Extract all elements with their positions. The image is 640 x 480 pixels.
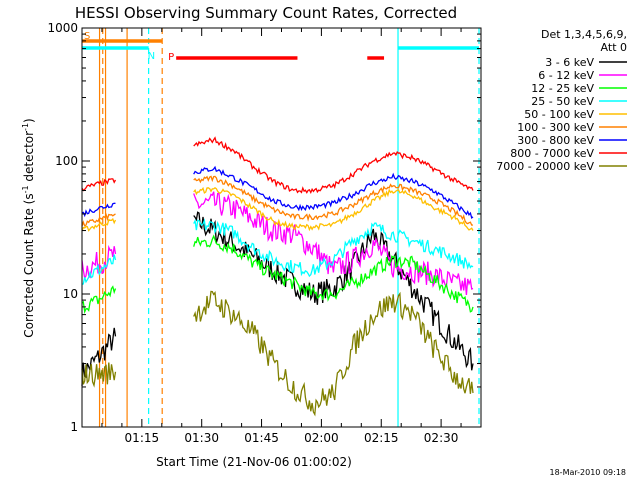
legend-label-2: 6 - 12 keV [538, 69, 594, 82]
series-6-line-1 [81, 213, 116, 227]
legend-header-line2: Att 0 [601, 41, 627, 54]
flag-label-p: P [168, 52, 174, 63]
x-tick-label-1: 01:15 [125, 431, 160, 445]
series-4-line-2 [193, 218, 474, 278]
series-1-line-1 [81, 327, 117, 387]
legend-label-3: 12 - 25 keV [531, 82, 594, 95]
series-4-line-1 [81, 254, 117, 285]
y-tick-label-4: 1000 [47, 21, 78, 35]
series-5-line-1 [81, 217, 117, 232]
plot-area: S N P [81, 28, 480, 427]
series-7-line-1 [81, 202, 116, 218]
x-tick-label-6: 02:30 [424, 431, 459, 445]
series-2-line-2 [193, 191, 474, 295]
x-tick-label-3: 01:45 [244, 431, 279, 445]
legend-label-9: 7000 - 20000 keV [496, 160, 594, 173]
flag-label-n: N [148, 51, 155, 62]
x-tick-label-2: 01:30 [184, 431, 219, 445]
series-5 [81, 186, 474, 232]
plot-frame [81, 27, 482, 428]
y-tick-label-1: 1 [70, 420, 78, 434]
series-8-line-2 [193, 136, 474, 195]
y-tick-label-3: 100 [55, 154, 78, 168]
series-4 [81, 218, 474, 285]
y-axis-label: Corrected Count Rate (s-1 detector-1) [21, 118, 36, 337]
series-8 [81, 136, 474, 195]
flag-label-s: S [84, 31, 90, 42]
series-6-line-2 [193, 175, 474, 226]
series-7-line-2 [193, 165, 474, 220]
chart-title: HESSI Observing Summary Count Rates, Cor… [75, 4, 457, 22]
y-axis-label-part3: ) [22, 118, 36, 123]
legend-label-4: 25 - 50 keV [531, 95, 594, 108]
legend-label-6: 100 - 300 keV [517, 121, 594, 134]
series-3-line-1 [81, 285, 117, 315]
x-axis-label: Start Time (21-Nov-06 01:00:02) [156, 455, 352, 469]
series-8-line-1 [81, 178, 117, 192]
y-axis-label-sup2: -1 [21, 123, 30, 131]
x-tick-label-4: 02:00 [304, 431, 339, 445]
series-5-line-2 [193, 186, 474, 232]
legend-label-5: 50 - 100 keV [524, 108, 594, 121]
legend-label-7: 300 - 800 keV [517, 134, 594, 147]
legend-label-8: 800 - 7000 keV [510, 147, 594, 160]
series-6 [81, 175, 474, 227]
y-tick-label-2: 10 [63, 287, 78, 301]
y-axis-label-sup1: -1 [21, 185, 30, 193]
legend-header-line1: Det 1,3,4,5,6,9, [541, 28, 627, 41]
series-2 [81, 191, 474, 295]
series-3 [81, 234, 474, 315]
y-axis-label-part2: detector [22, 131, 36, 186]
axes: 01:15 01:30 01:45 02:00 02:15 02:30 1 10 100 1000 [47, 21, 482, 445]
legend-label-1: 3 - 6 keV [545, 56, 594, 69]
y-axis-label-part1: Corrected Count Rate (s [22, 193, 36, 337]
timestamp: 18-Mar-2010 09:18 [550, 468, 627, 477]
x-tick-label-5: 02:15 [364, 431, 399, 445]
series-9-line-1 [81, 362, 117, 388]
series-3-line-2 [193, 234, 474, 313]
series-9 [81, 290, 474, 417]
series-7 [81, 165, 474, 220]
series-9-line-2 [193, 290, 474, 417]
